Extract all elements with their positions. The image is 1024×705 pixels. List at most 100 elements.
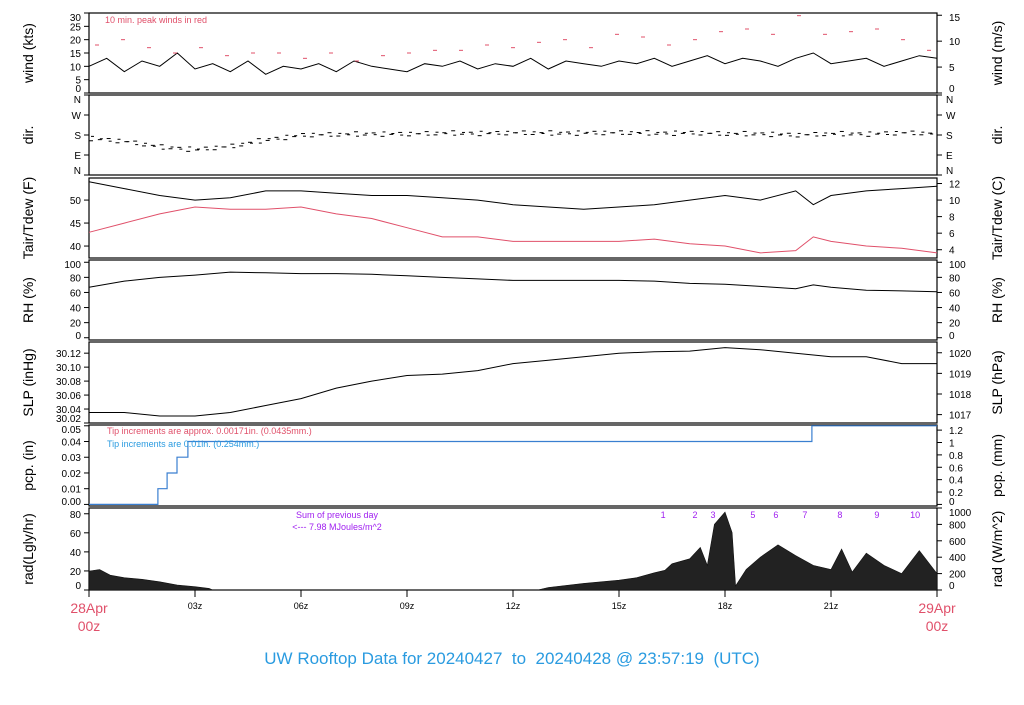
y-tick-label-right: 0.4 — [949, 476, 963, 487]
y-tick-label: 30.12 — [56, 349, 81, 360]
y-tick-label-right: N — [946, 166, 953, 177]
y-tick-label: 30.08 — [56, 377, 81, 388]
y-axis-label-right: wind (m/s) — [989, 21, 1005, 87]
y-tick-label: 60 — [70, 288, 82, 299]
precip-line — [89, 425, 937, 505]
y-tick-label-right: 8 — [949, 213, 955, 224]
panel-frame — [88, 177, 938, 259]
y-tick-label-right: 1017 — [949, 411, 972, 422]
y-tick-label: 0.05 — [62, 425, 82, 436]
y-tick-label-right: 20 — [949, 319, 961, 330]
y-tick-label-right: 15 — [949, 13, 961, 24]
y-tick-label-right: 600 — [949, 537, 966, 548]
y-tick-label: 20 — [70, 319, 82, 330]
y-tick-label-right: 0 — [949, 581, 955, 592]
panel-frame — [88, 424, 938, 507]
y-tick-label: 30.06 — [56, 391, 81, 402]
dewpoint-line — [88, 206, 938, 254]
start-time: 00z — [78, 618, 101, 634]
y-tick-label: 25 — [70, 22, 82, 33]
y-tick-label: 0.04 — [62, 438, 82, 449]
y-axis-label-right: Tair/Tdew (C) — [989, 176, 1005, 260]
y-tick-label-right: 6 — [949, 229, 955, 240]
y-axis-label-right: pcp. (mm) — [989, 434, 1005, 497]
y-axis-label: RH (%) — [20, 277, 36, 323]
panel-frame — [88, 341, 938, 424]
rad-sum-note: Sum of previous day — [296, 510, 379, 520]
y-tick-label-right: 0.2 — [949, 488, 963, 499]
rad-marker-label: 1 — [661, 510, 666, 520]
y-tick-label-right: 400 — [949, 553, 966, 564]
start-date: 28Apr — [70, 600, 108, 616]
y-tick-label: 40 — [70, 548, 82, 559]
y-tick-label-right: E — [946, 151, 953, 162]
x-tick-label: 06z — [294, 601, 309, 611]
y-tick-label: 30 — [70, 13, 82, 24]
y-tick-label: 45 — [70, 219, 82, 230]
y-axis-label: dir. — [20, 126, 36, 145]
tip-note: Tip increments are 0.01in. (0.254mm.) — [107, 439, 259, 449]
rad-marker-label: 5 — [750, 510, 755, 520]
y-tick-label: 20 — [70, 567, 82, 578]
y-tick-label: 80 — [70, 510, 82, 521]
y-axis-label: wind (kts) — [20, 23, 36, 84]
y-tick-label: 20 — [70, 36, 82, 47]
y-tick-label-right: 10 — [949, 37, 961, 48]
y-tick-label-right: 800 — [949, 520, 966, 531]
y-tick-label: W — [72, 111, 82, 122]
y-tick-label-right: 10 — [949, 196, 961, 207]
x-tick-label: 12z — [506, 601, 521, 611]
y-axis-label-right: dir. — [989, 126, 1005, 145]
y-tick-label: 60 — [70, 529, 82, 540]
y-tick-label-right: 0 — [949, 84, 955, 95]
x-tick-label: 15z — [612, 601, 627, 611]
y-tick-label: 0.03 — [62, 453, 82, 464]
peak-wind-note: 10 min. peak winds in red — [105, 15, 207, 25]
y-tick-label-right: 100 — [949, 260, 966, 271]
y-tick-label: 10 — [70, 62, 82, 73]
y-tick-label-right: 0.8 — [949, 451, 963, 462]
y-axis-label: SLP (inHg) — [20, 348, 36, 416]
y-tick-label: 0.01 — [62, 485, 82, 496]
y-tick-label-right: 1019 — [949, 369, 972, 380]
panel-frame — [88, 94, 938, 176]
y-tick-label: N — [74, 166, 81, 177]
y-axis-label: pcp. (in) — [20, 440, 36, 491]
rad-marker-label: 8 — [837, 510, 842, 520]
rad-marker-label: 10 — [910, 510, 920, 520]
y-tick-label-right: 200 — [949, 570, 966, 581]
y-tick-label: 40 — [70, 304, 82, 315]
y-axis-label-right: rad (W/m^2) — [989, 511, 1005, 588]
panel-frame — [88, 12, 938, 94]
rad-marker-label: 9 — [874, 510, 879, 520]
rh-line — [88, 271, 938, 293]
tip-note-approx: Tip increments are approx. 0.00171in. (0… — [107, 426, 312, 436]
y-tick-label: 0 — [75, 331, 81, 342]
y-tick-label-right: 4 — [949, 246, 955, 257]
chart-title: UW Rooftop Data for 20240427 to 20240428… — [264, 649, 760, 668]
y-tick-label: 30.02 — [56, 414, 81, 425]
y-tick-label-right: 60 — [949, 288, 961, 299]
y-tick-label: 0 — [75, 581, 81, 592]
y-tick-label: 0 — [75, 84, 81, 95]
y-tick-label-right: 12 — [949, 180, 961, 191]
y-tick-label: 5 — [75, 76, 81, 87]
y-tick-label: 0.00 — [62, 497, 82, 508]
end-time: 00z — [926, 618, 949, 634]
y-tick-label-right: N — [946, 95, 953, 106]
x-tick-label: 09z — [400, 601, 415, 611]
wind-speed-line — [88, 52, 938, 75]
rad-marker-label: 7 — [802, 510, 807, 520]
y-tick-label-right: 40 — [949, 304, 961, 315]
y-tick-label-right: W — [946, 111, 956, 122]
y-tick-label-right: 5 — [949, 63, 955, 74]
y-tick-label-right: 80 — [949, 273, 961, 284]
y-tick-label-right: 1020 — [949, 349, 972, 360]
rad-marker-label: 3 — [710, 510, 715, 520]
y-tick-label: E — [74, 151, 81, 162]
y-tick-label-right: 0.6 — [949, 463, 963, 474]
radiation-area — [88, 511, 938, 591]
y-tick-label: 80 — [70, 273, 82, 284]
y-tick-label: 40 — [70, 242, 82, 253]
